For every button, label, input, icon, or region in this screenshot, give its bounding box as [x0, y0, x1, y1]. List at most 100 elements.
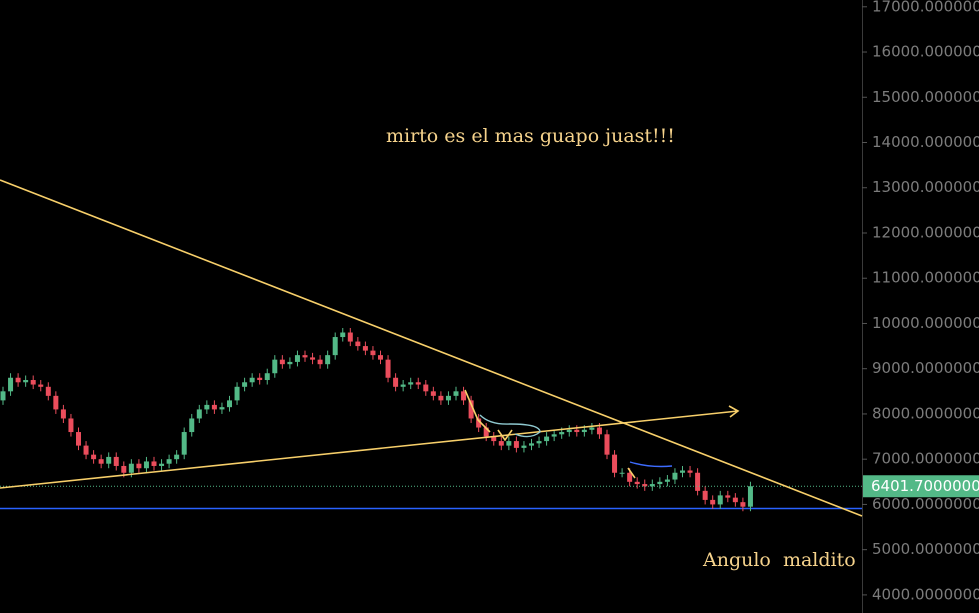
candle-body [574, 429, 580, 433]
candle-body [317, 359, 323, 365]
y-tick-label: 7000.00000000 [872, 450, 979, 468]
last-price-label: 6401.70000000 [871, 477, 979, 495]
candle-body [272, 359, 278, 374]
y-tick-label: 8000.00000000 [872, 404, 979, 422]
candle-body [461, 391, 467, 401]
candle-body [702, 490, 708, 500]
candle-body [121, 465, 127, 473]
candle-body [506, 441, 512, 446]
candle-body [529, 443, 534, 446]
drawings [0, 179, 863, 517]
arrow [464, 389, 491, 433]
candle-body [53, 395, 59, 410]
candle-body [551, 434, 557, 437]
candle-body [423, 384, 429, 392]
y-tick-label: 10000.00000000 [872, 314, 979, 332]
candle-body [30, 380, 36, 385]
candle-body [604, 434, 610, 455]
candle-body [287, 361, 293, 365]
candle-body [566, 429, 572, 433]
candle-body [732, 497, 738, 503]
candle-body [106, 456, 112, 464]
candle-body [83, 445, 89, 455]
candle-body [325, 355, 331, 365]
candle-body [332, 337, 338, 356]
candle-body [513, 441, 519, 448]
candle-body [181, 432, 187, 455]
candle-body [257, 377, 263, 381]
candle-body [536, 441, 542, 444]
candle-body [415, 382, 421, 385]
candle-body [408, 382, 414, 385]
candle-body [430, 391, 436, 396]
candle-body [581, 429, 587, 433]
candle-body [664, 479, 670, 482]
candle-body [8, 377, 14, 392]
candle-body [0, 391, 6, 401]
candle-body [347, 332, 353, 342]
y-tick-label: 9000.00000000 [872, 359, 979, 377]
candle-body [204, 404, 210, 410]
y-tick-label: 4000.00000000 [872, 585, 979, 603]
annotation: Angulo maldito [702, 549, 856, 571]
candle-body [68, 418, 74, 433]
candle-body [747, 486, 753, 507]
candle-body [438, 395, 444, 401]
y-tick-label: 11000.00000000 [872, 269, 979, 287]
candle-body [211, 404, 217, 410]
candle-body [498, 441, 504, 446]
candle-body [38, 384, 44, 387]
last-price-box [863, 475, 979, 498]
candle-body [476, 418, 482, 428]
candle-body [619, 472, 625, 474]
candle-body [687, 470, 693, 473]
candle-body [174, 454, 180, 460]
candle-body [634, 481, 640, 485]
candle-body [589, 427, 595, 430]
candle-body [717, 495, 723, 505]
candle-body [612, 454, 618, 473]
candle-body [680, 470, 685, 473]
candle-body [649, 484, 655, 487]
candle-body [196, 409, 202, 419]
arrow-head [728, 405, 740, 418]
chart-title: mirto es el mas guapo juast!!! [386, 125, 675, 147]
candle-body [642, 484, 648, 487]
candle-body [378, 355, 383, 360]
candle-body [725, 495, 731, 498]
candle-body [468, 400, 474, 419]
candle-body [98, 459, 104, 464]
candle-body [23, 380, 29, 383]
candle-body [695, 472, 701, 491]
candle-body [400, 384, 406, 387]
y-tick-label: 17000.00000000 [872, 0, 979, 15]
candle-body [310, 357, 316, 360]
y-tick-label: 12000.00000000 [872, 223, 979, 241]
candle-body [340, 332, 346, 338]
candle-body [189, 418, 195, 433]
candle-body [355, 341, 361, 347]
candle-body [136, 463, 142, 469]
candle-body [491, 436, 497, 442]
candle-body [143, 461, 149, 469]
y-tick-label: 6000.00000000 [872, 495, 979, 513]
candle-body [264, 373, 270, 381]
trend-line [0, 410, 739, 489]
candle-body [166, 459, 172, 464]
y-tick-label: 14000.00000000 [872, 133, 979, 151]
y-tick-label: 13000.00000000 [872, 178, 979, 196]
candle-body [483, 427, 489, 437]
candle-body [128, 463, 134, 473]
candle-body [453, 391, 459, 396]
y-tick-label: 15000.00000000 [872, 88, 979, 106]
candle-body [445, 395, 451, 401]
candle-body [370, 350, 376, 356]
candle-body [159, 463, 165, 466]
candle-body [15, 377, 21, 383]
candle-body [227, 400, 232, 408]
candle-body [740, 502, 746, 507]
candle-body [234, 386, 240, 401]
candle-body [627, 472, 633, 482]
candle-body [151, 461, 157, 466]
